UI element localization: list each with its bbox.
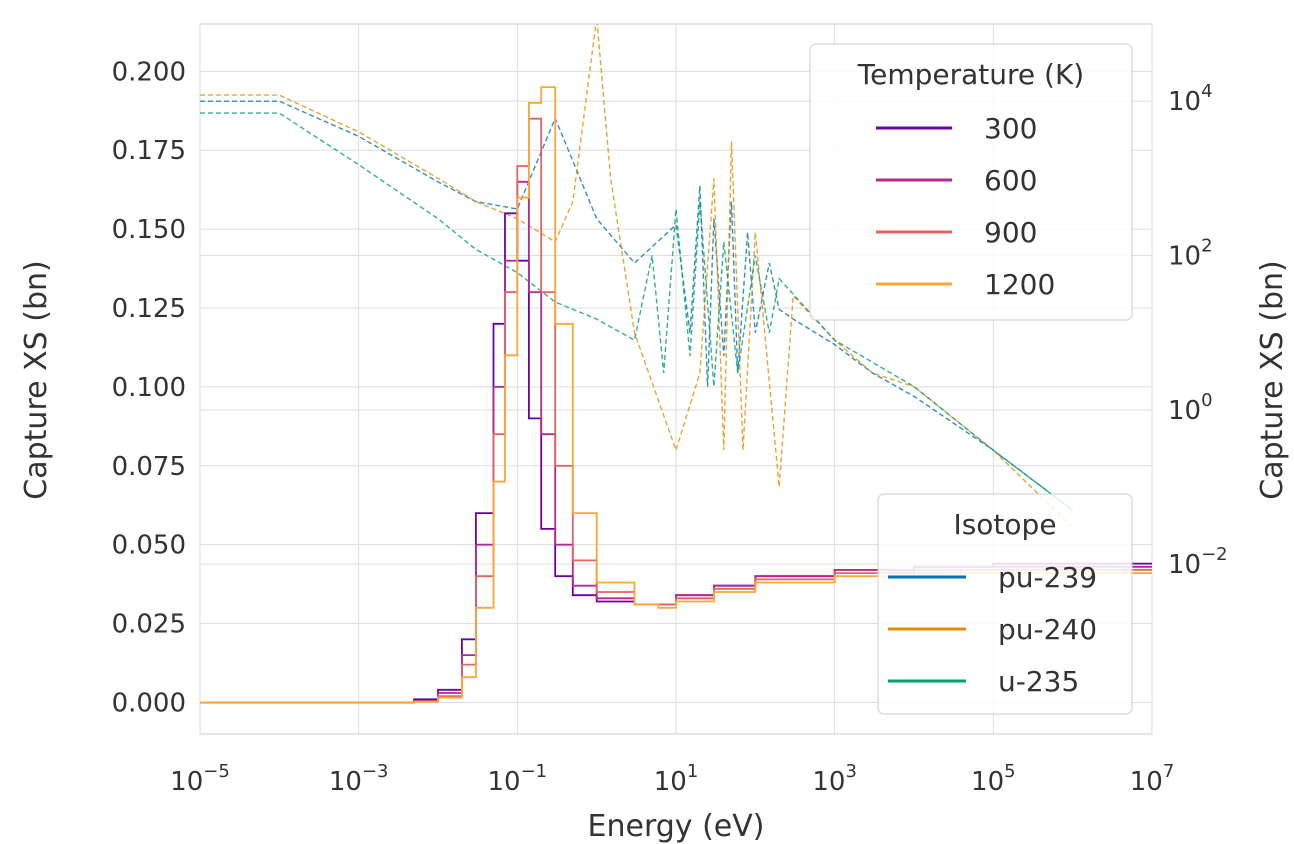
isotope-legend-box: [877, 493, 1133, 715]
right-axis-series: [200, 24, 1074, 528]
left-y-tick-label: 0.025: [112, 610, 186, 640]
left-y-tick-label: 0.100: [112, 373, 186, 403]
left-y-tick-label: 0.000: [112, 688, 186, 718]
series-line-pu-239: [200, 100, 1074, 511]
legend-label-600: 600: [984, 164, 1037, 197]
left-y-tick-label: 0.125: [112, 294, 186, 324]
left-axis-series: [200, 86, 1152, 704]
left-y-tick-label: 0.075: [112, 452, 186, 482]
isotope-legend-entries: pu-239 pu-240 u-235: [888, 561, 1097, 698]
x-tick-label: 105: [971, 761, 1016, 797]
legend-label-pu-239: pu-239: [998, 561, 1097, 594]
left-y-tick-labels: 0.000 0.025 0.050 0.075 0.100 0.125 0.150 0.175…: [112, 57, 186, 718]
series-line-1200: [200, 86, 1152, 704]
right-y-tick-label: 102: [1168, 236, 1213, 272]
legend-label-900: 900: [984, 216, 1037, 249]
x-tick-label: 103: [812, 761, 857, 797]
temperature-legend: Temperature (K) 300 600 900 1200: [809, 43, 1133, 321]
x-tick-label: 101: [654, 761, 699, 797]
right-y-tick-labels: 10−2 100 102 104: [1168, 81, 1228, 580]
series-line-900: [200, 117, 1152, 704]
left-y-tick-label: 0.150: [112, 215, 186, 245]
right-y-tick-label: 100: [1168, 390, 1213, 426]
right-y-tick-label: 104: [1168, 81, 1213, 117]
temperature-legend-box: [809, 43, 1133, 321]
temperature-legend-entries: 300 600 900 1200: [876, 112, 1055, 301]
left-y-tick-label: 0.050: [112, 531, 186, 561]
isotope-legend-title: Isotope: [953, 508, 1056, 541]
legend-label-u-235: u-235: [998, 665, 1079, 698]
temperature-legend-title: Temperature (K): [857, 58, 1084, 91]
legend-label-pu-240: pu-240: [998, 613, 1097, 646]
series-line-600: [200, 180, 1152, 704]
x-tick-label: 10−3: [329, 761, 389, 797]
legend-label-1200: 1200: [984, 268, 1055, 301]
isotope-legend: Isotope pu-239 pu-240 u-235: [877, 493, 1133, 715]
right-y-tick-label: 10−2: [1168, 544, 1228, 580]
x-tick-labels: 10−5 10−3 10−1 101 103 105 107: [170, 761, 1174, 797]
left-y-tick-label: 0.175: [112, 136, 186, 166]
x-axis-label: Energy (eV): [588, 809, 765, 844]
x-tick-label: 10−5: [170, 761, 230, 797]
left-y-axis-label: Capture XS (bn): [19, 260, 54, 499]
right-y-axis-label: Capture XS (bn): [1255, 260, 1290, 499]
legend-label-300: 300: [984, 112, 1037, 145]
left-y-tick-label: 0.200: [112, 57, 186, 87]
x-tick-label: 10−1: [488, 761, 548, 797]
series-line-u-235: [200, 112, 1074, 511]
x-tick-label: 107: [1130, 761, 1175, 797]
